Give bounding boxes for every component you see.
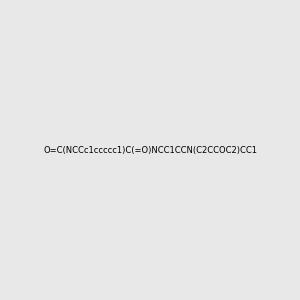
- Text: O=C(NCCc1ccccc1)C(=O)NCC1CCN(C2CCOC2)CC1: O=C(NCCc1ccccc1)C(=O)NCC1CCN(C2CCOC2)CC1: [43, 146, 257, 154]
